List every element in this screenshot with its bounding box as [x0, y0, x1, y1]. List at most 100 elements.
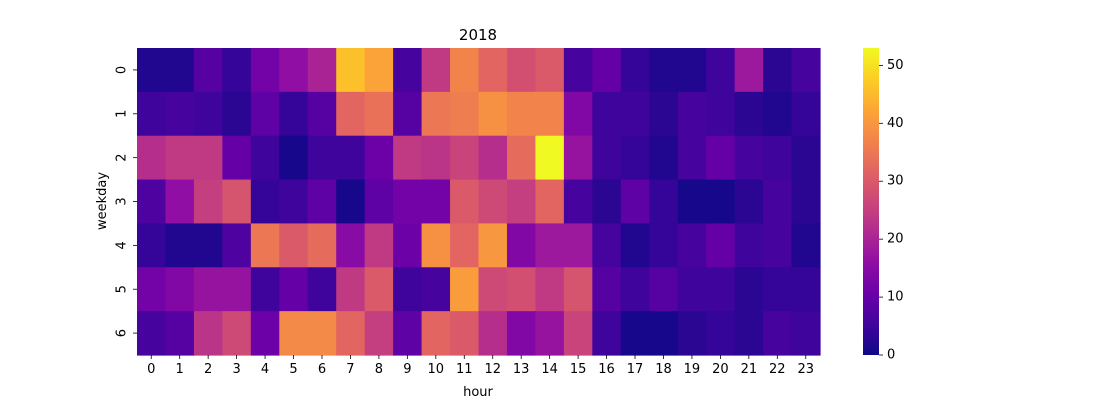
- heatmap-cell: [592, 223, 622, 268]
- heatmap-cell: [478, 48, 508, 93]
- heatmap-cell: [279, 223, 309, 268]
- heatmap-cell: [506, 48, 537, 93]
- heatmap-cell: [763, 179, 793, 225]
- heatmap-cell: [279, 48, 309, 93]
- heatmap-cell: [279, 135, 309, 181]
- heatmap-cell: [421, 267, 451, 312]
- heatmap-cell: [250, 267, 280, 312]
- heatmap-cell: [421, 311, 451, 356]
- x-tick-label: 11: [456, 362, 473, 377]
- heatmap-cell: [336, 48, 366, 93]
- heatmap-cell: [393, 267, 423, 312]
- heatmap-cell: [478, 223, 508, 268]
- heatmap-cell: [506, 267, 537, 312]
- heatmap-cell: [677, 223, 707, 268]
- heatmap-cell: [791, 48, 821, 93]
- heatmap-cell: [791, 223, 821, 268]
- heatmap-cell: [165, 267, 195, 312]
- heatmap-cell: [592, 267, 622, 312]
- heatmap-cell: [336, 91, 366, 137]
- x-axis-label: hour: [463, 385, 493, 400]
- heatmap-cell: [734, 311, 764, 356]
- heatmap-cell: [165, 48, 195, 93]
- heatmap-cell: [421, 223, 451, 268]
- heatmap-cell: [535, 135, 565, 181]
- heatmap-cell: [165, 135, 195, 181]
- x-tick-label: 9: [403, 362, 411, 377]
- heatmap-cell: [450, 48, 480, 93]
- heatmap-cell: [137, 267, 167, 312]
- heatmap-cell: [364, 179, 394, 225]
- heatmap-cell: [649, 311, 679, 356]
- colorbar-tick-label: 0: [887, 348, 895, 363]
- colorbar-ticks: 0 10 20 30 40 50: [879, 58, 904, 363]
- heatmap-cell: [364, 223, 394, 268]
- heatmap-cell: [193, 91, 223, 137]
- y-tick-label: 3: [115, 197, 130, 205]
- heatmap-cell: [250, 311, 280, 356]
- x-tick-label: 0: [147, 362, 155, 377]
- heatmap-cell: [734, 267, 764, 312]
- heatmap-cell: [592, 135, 622, 181]
- heatmap-cell: [222, 91, 252, 137]
- heatmap-cell: [706, 179, 736, 225]
- heatmap-cell: [649, 179, 679, 225]
- heatmap-cell: [478, 311, 508, 356]
- heatmap-cell: [592, 179, 622, 225]
- x-tick-label: 4: [261, 362, 269, 377]
- heatmap-cell: [393, 91, 423, 137]
- heatmap-cell: [649, 223, 679, 268]
- x-tick-label: 7: [346, 362, 354, 377]
- x-tick-label: 23: [797, 362, 814, 377]
- colorbar-tick-label: 40: [887, 116, 904, 131]
- colorbar-tick-label: 10: [887, 290, 904, 305]
- x-tick-label: 15: [570, 362, 587, 377]
- x-tick-label: 1: [176, 362, 184, 377]
- heatmap-cell: [791, 267, 821, 312]
- heatmap-cell: [620, 179, 650, 225]
- x-tick-label: 10: [428, 362, 445, 377]
- colorbar: [863, 48, 879, 355]
- heatmap-cell: [165, 91, 195, 137]
- heatmap-cell: [620, 223, 650, 268]
- heatmap-cell: [620, 267, 650, 312]
- heatmap-cell: [307, 48, 337, 93]
- heatmap-cell: [620, 91, 650, 137]
- heatmap-cell: [222, 135, 252, 181]
- heatmap-cell: [364, 91, 394, 137]
- heatmap-cell: [393, 135, 423, 181]
- heatmap-cell: [165, 179, 195, 225]
- heatmap-cell: [706, 91, 736, 137]
- heatmap-cell: [563, 223, 593, 268]
- heatmap-cell: [250, 179, 280, 225]
- heatmap-cell: [506, 223, 537, 268]
- heatmap-cell: [137, 91, 167, 137]
- heatmap-cell: [137, 223, 167, 268]
- heatmap-cell: [763, 311, 793, 356]
- heatmap-cell: [791, 91, 821, 137]
- heatmap-cell: [706, 135, 736, 181]
- heatmap-cell: [450, 223, 480, 268]
- heatmap-cell: [592, 91, 622, 137]
- heatmap-cell: [450, 135, 480, 181]
- colorbar-tick-label: 50: [887, 58, 904, 73]
- x-tick-label: 13: [513, 362, 530, 377]
- heatmap-cell: [393, 311, 423, 356]
- heatmap-cell: [592, 48, 622, 93]
- colorbar-tick-label: 20: [887, 232, 904, 247]
- heatmap-cell: [421, 179, 451, 225]
- y-tick-label: 1: [115, 110, 130, 118]
- x-tick-label: 8: [375, 362, 383, 377]
- heatmap-cell: [364, 311, 394, 356]
- heatmap-cell: [649, 48, 679, 93]
- heatmap-cell: [677, 91, 707, 137]
- heatmap-cell: [535, 48, 565, 93]
- heatmap-cell: [165, 311, 195, 356]
- x-tick-label: 18: [655, 362, 672, 377]
- heatmap-cell: [563, 311, 593, 356]
- heatmap-cell: [222, 179, 252, 225]
- heatmap-cell: [649, 135, 679, 181]
- heatmap-cell: [307, 179, 337, 225]
- heatmap-cell: [677, 179, 707, 225]
- heatmap-cell: [450, 179, 480, 225]
